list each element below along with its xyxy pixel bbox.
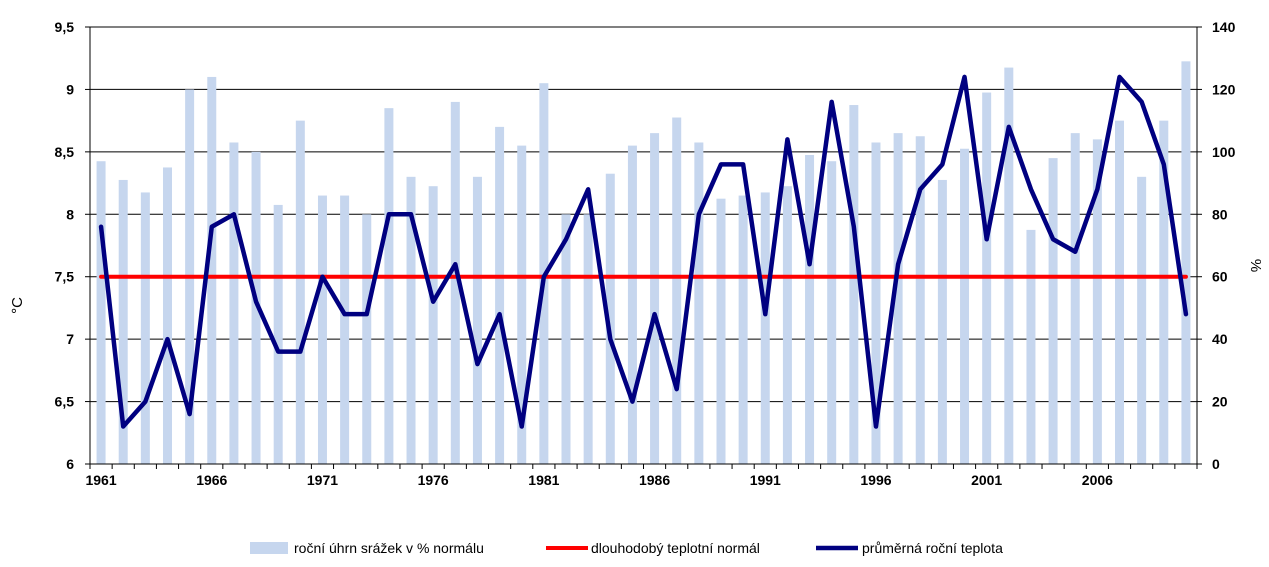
axes [85,26,1202,469]
bar [118,179,128,464]
bar [207,76,217,464]
right-tick-label: 100 [1212,144,1236,160]
bar [495,126,505,464]
legend-label-precipitation: roční úhrn srážek v % normálu [294,540,484,556]
bar [827,161,837,464]
left-tick-label: 9,5 [55,19,75,35]
legend-label-normal: dlouhodobý teplotní normál [591,540,760,556]
left-tick-label: 6 [66,456,74,472]
bar [716,198,726,464]
x-tick-label: 1976 [418,472,449,488]
bar [517,145,527,464]
precipitation-bars [96,61,1191,465]
right-tick-label: 20 [1212,394,1228,410]
right-tick-label: 40 [1212,331,1228,347]
bar [561,214,571,464]
bar [760,192,770,464]
right-tick-label: 60 [1212,269,1228,285]
bar [650,133,660,464]
bar [384,108,394,465]
right-tick-label: 120 [1212,81,1236,97]
bar [893,133,903,464]
right-tick-label: 80 [1212,206,1228,222]
bar [1115,120,1125,465]
x-axis-ticks: 1961 1966 1971 1976 1981 1986 1991 1996 2001 2006 [85,472,1113,488]
bar [1048,158,1058,464]
bar [782,186,792,464]
x-tick-label: 1961 [85,472,116,488]
left-tick-label: 7 [66,331,74,347]
left-axis-label: °C [9,297,26,314]
bar [1181,61,1191,464]
bar [915,136,925,464]
bar [1070,133,1080,464]
left-axis-ticks: 6 6,5 7 7,5 8 8,5 9 9,5 [55,19,75,472]
x-tick-label: 1971 [307,472,338,488]
right-tick-label: 0 [1212,456,1220,472]
right-axis-ticks: 0 20 40 60 80 100 120 140 [1212,19,1236,472]
series-line-temperature [98,74,1189,429]
x-tick-label: 1991 [750,472,781,488]
bar [162,167,172,464]
left-tick-label: 6,5 [55,394,75,410]
bar [694,142,704,464]
bar [1092,139,1102,464]
bar [738,195,748,465]
bar [406,176,416,465]
legend-swatch-precipitation [250,542,288,554]
bar [362,214,372,464]
bar [1159,120,1169,465]
x-tick-label: 1996 [860,472,891,488]
x-tick-label: 2001 [971,472,1002,488]
bar [273,204,283,464]
bar [140,192,150,464]
left-tick-label: 9 [66,81,74,97]
bar [960,148,970,464]
right-axis-label: % [1247,259,1264,272]
legend: roční úhrn srážek v % normálu dlouhodobý… [250,540,1003,556]
bar [805,154,815,464]
right-tick-label: 140 [1212,19,1236,35]
bar [605,173,615,464]
bar [229,142,239,464]
bar [849,105,859,465]
legend-label-temperature: průměrná roční teplota [862,540,1003,556]
left-tick-label: 7,5 [55,269,75,285]
bar [937,179,947,464]
bar [871,142,881,464]
bar [295,120,305,465]
bar [251,151,261,464]
bar [317,195,327,465]
x-tick-label: 1986 [639,472,670,488]
bar [627,145,637,464]
bar [340,195,350,465]
x-tick-label: 2006 [1082,472,1113,488]
bar [472,176,482,465]
temperature-lines [98,74,1189,429]
bar [428,186,438,464]
bar [450,101,460,465]
left-tick-label: 8,5 [55,144,75,160]
bar [1026,229,1036,464]
bar [96,161,106,464]
x-tick-label: 1966 [196,472,227,488]
bar [583,214,593,464]
left-tick-label: 8 [66,206,74,222]
bar [672,117,682,465]
bar [1137,176,1147,465]
bar [1004,67,1014,464]
x-tick-label: 1981 [528,472,559,488]
